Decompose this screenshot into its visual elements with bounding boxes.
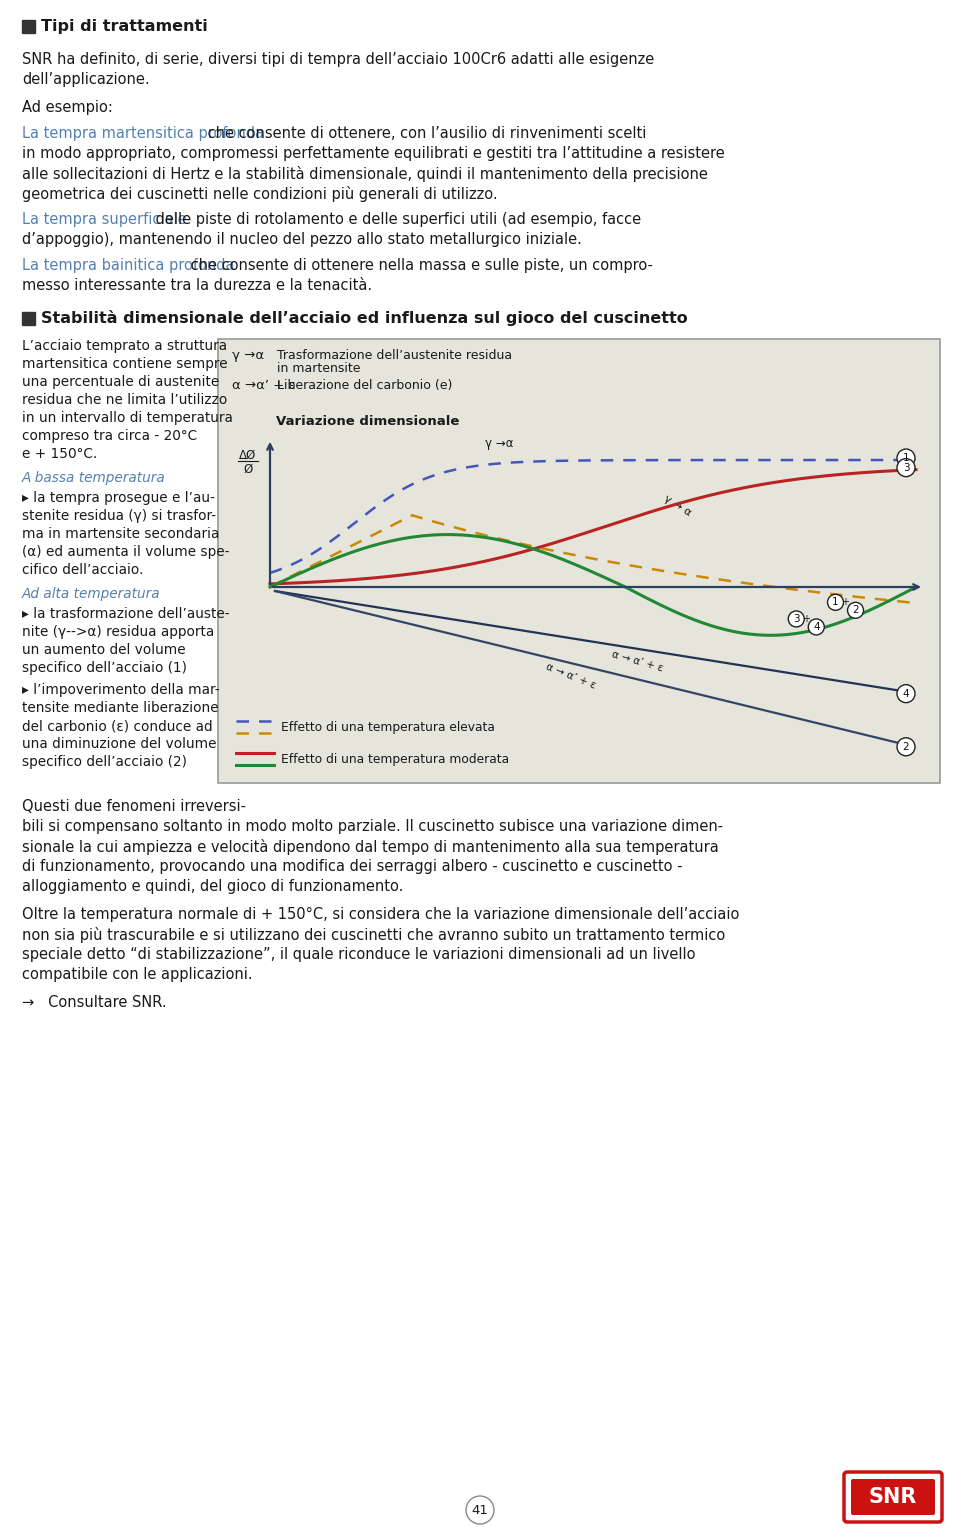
Text: ΔØ: ΔØ <box>239 450 256 462</box>
Text: 1: 1 <box>902 453 909 464</box>
Text: Trasformazione dell’austenite residua: Trasformazione dell’austenite residua <box>277 348 512 362</box>
Text: compreso tra circa - 20°C: compreso tra circa - 20°C <box>22 428 197 444</box>
Text: ▸ la tempra prosegue e l’au-: ▸ la tempra prosegue e l’au- <box>22 491 215 505</box>
Text: 1: 1 <box>832 597 839 608</box>
Text: ▸ la trasformazione dell’auste-: ▸ la trasformazione dell’auste- <box>22 606 229 622</box>
Text: tensite mediante liberazione: tensite mediante liberazione <box>22 701 219 715</box>
Text: ma in martensite secondaria: ma in martensite secondaria <box>22 527 220 540</box>
Text: α → α’ + ε: α → α’ + ε <box>544 662 598 691</box>
Text: specifico dell’acciaio (2): specifico dell’acciaio (2) <box>22 755 187 769</box>
Text: Variazione dimensionale: Variazione dimensionale <box>276 414 460 428</box>
Text: una percentuale di austenite: una percentuale di austenite <box>22 375 219 388</box>
Text: Tipi di trattamenti: Tipi di trattamenti <box>41 18 207 34</box>
Text: non sia più trascurabile e si utilizzano dei cuscinetti che avranno subito un tr: non sia più trascurabile e si utilizzano… <box>22 927 725 942</box>
Bar <box>218 339 940 783</box>
Text: che consente di ottenere nella massa e sulle piste, un compro-: che consente di ottenere nella massa e s… <box>186 258 653 273</box>
Circle shape <box>897 685 915 703</box>
Text: +: + <box>802 614 810 623</box>
Text: di funzionamento, provocando una modifica dei serraggi albero - cuscinetto e cus: di funzionamento, provocando una modific… <box>22 860 683 873</box>
Text: 4: 4 <box>813 622 820 632</box>
Text: (α) ed aumenta il volume spe-: (α) ed aumenta il volume spe- <box>22 545 229 559</box>
Text: Oltre la temperatura normale di + 150°C, si considera che la variazione dimensio: Oltre la temperatura normale di + 150°C,… <box>22 907 739 923</box>
Text: Stabilità dimensionale dell’acciaio ed influenza sul gioco del cuscinetto: Stabilità dimensionale dell’acciaio ed i… <box>41 310 687 327</box>
Text: Effetto di una temperatura elevata: Effetto di una temperatura elevata <box>281 720 494 734</box>
Bar <box>22 312 35 325</box>
Text: e + 150°C.: e + 150°C. <box>22 447 97 460</box>
Text: 4: 4 <box>902 689 909 698</box>
Text: α →α’ + ε: α →α’ + ε <box>232 379 296 391</box>
Text: cifico dell’acciaio.: cifico dell’acciaio. <box>22 563 143 577</box>
Text: SNR ha definito, di serie, diversi tipi di tempra dell’acciaio 100Cr6 adatti all: SNR ha definito, di serie, diversi tipi … <box>22 52 655 68</box>
Text: Ad esempio:: Ad esempio: <box>22 100 113 115</box>
Text: del carbonio (ε) conduce ad: del carbonio (ε) conduce ad <box>22 718 212 734</box>
Text: γ → α: γ → α <box>662 494 693 519</box>
Text: stenite residua (γ) si trasfor-: stenite residua (γ) si trasfor- <box>22 510 216 523</box>
Text: Liberazione del carbonio (e): Liberazione del carbonio (e) <box>277 379 452 391</box>
Text: γ →α: γ →α <box>232 348 264 362</box>
Text: SNR: SNR <box>869 1487 917 1507</box>
Text: 3: 3 <box>902 462 909 473</box>
Text: geometrica dei cuscinetti nelle condizioni più generali di utilizzo.: geometrica dei cuscinetti nelle condizio… <box>22 186 497 203</box>
Text: ▸ l’impoverimento della mar-: ▸ l’impoverimento della mar- <box>22 683 220 697</box>
Text: una diminuzione del volume: una diminuzione del volume <box>22 737 217 751</box>
Text: Ad alta temperatura: Ad alta temperatura <box>22 586 160 602</box>
Text: 2: 2 <box>852 605 859 616</box>
Circle shape <box>848 602 864 619</box>
Circle shape <box>897 738 915 755</box>
Text: 2: 2 <box>902 741 909 752</box>
Bar <box>22 20 35 32</box>
Text: dell’applicazione.: dell’applicazione. <box>22 72 150 87</box>
Text: delle piste di rotolamento e delle superfici utili (ad esempio, facce: delle piste di rotolamento e delle super… <box>151 212 641 227</box>
Text: in modo appropriato, compromessi perfettamente equilibrati e gestiti tra l’attit: in modo appropriato, compromessi perfett… <box>22 146 725 161</box>
Text: in martensite: in martensite <box>277 362 361 375</box>
Text: Questi due fenomeni irreversi-: Questi due fenomeni irreversi- <box>22 800 246 814</box>
Text: +: + <box>842 597 850 608</box>
Text: Ø: Ø <box>244 464 252 476</box>
Text: La tempra martensitica profonda: La tempra martensitica profonda <box>22 126 264 141</box>
Text: Effetto di una temperatura moderata: Effetto di una temperatura moderata <box>281 752 509 766</box>
Circle shape <box>466 1497 494 1524</box>
Text: residua che ne limita l’utilizzo: residua che ne limita l’utilizzo <box>22 393 228 407</box>
Text: che consente di ottenere, con l’ausilio di rinvenimenti scelti: che consente di ottenere, con l’ausilio … <box>204 126 647 141</box>
Text: speciale detto “di stabilizzazione”, il quale riconduce le variazioni dimensiona: speciale detto “di stabilizzazione”, il … <box>22 947 695 962</box>
Text: specifico dell’acciaio (1): specifico dell’acciaio (1) <box>22 662 187 675</box>
Circle shape <box>828 594 844 611</box>
Circle shape <box>897 459 915 477</box>
Circle shape <box>897 450 915 467</box>
Text: α → α’ + ε: α → α’ + ε <box>611 649 664 674</box>
FancyBboxPatch shape <box>844 1472 942 1523</box>
Text: un aumento del volume: un aumento del volume <box>22 643 185 657</box>
Text: →   Consultare SNR.: → Consultare SNR. <box>22 995 167 1010</box>
Circle shape <box>788 611 804 626</box>
Text: bili si compensano soltanto in modo molto parziale. Il cuscinetto subisce una va: bili si compensano soltanto in modo molt… <box>22 820 723 834</box>
Circle shape <box>808 619 825 635</box>
Text: in un intervallo di temperatura: in un intervallo di temperatura <box>22 411 233 425</box>
Text: nite (γ-->α) residua apporta: nite (γ-->α) residua apporta <box>22 625 214 639</box>
Text: La tempra bainitica profonda: La tempra bainitica profonda <box>22 258 234 273</box>
Text: compatibile con le applicazioni.: compatibile con le applicazioni. <box>22 967 252 982</box>
Text: 41: 41 <box>471 1503 489 1517</box>
Text: alle sollecitazioni di Hertz e la stabilità dimensionale, quindi il mantenimento: alle sollecitazioni di Hertz e la stabil… <box>22 166 708 183</box>
Text: martensitica contiene sempre: martensitica contiene sempre <box>22 358 228 371</box>
Text: d’appoggio), mantenendo il nucleo del pezzo allo stato metallurgico iniziale.: d’appoggio), mantenendo il nucleo del pe… <box>22 232 582 247</box>
Text: L’acciaio temprato a struttura: L’acciaio temprato a struttura <box>22 339 228 353</box>
Text: A bassa temperatura: A bassa temperatura <box>22 471 166 485</box>
FancyBboxPatch shape <box>851 1480 935 1515</box>
Text: alloggiamento e quindi, del gioco di funzionamento.: alloggiamento e quindi, del gioco di fun… <box>22 880 403 893</box>
Text: γ →α: γ →α <box>485 436 514 450</box>
Text: La tempra superficiale: La tempra superficiale <box>22 212 186 227</box>
Text: sionale la cui ampiezza e velocità dipendono dal tempo di mantenimento alla sua : sionale la cui ampiezza e velocità dipen… <box>22 840 719 855</box>
Text: 3: 3 <box>793 614 800 623</box>
Text: messo interessante tra la durezza e la tenacità.: messo interessante tra la durezza e la t… <box>22 278 372 293</box>
